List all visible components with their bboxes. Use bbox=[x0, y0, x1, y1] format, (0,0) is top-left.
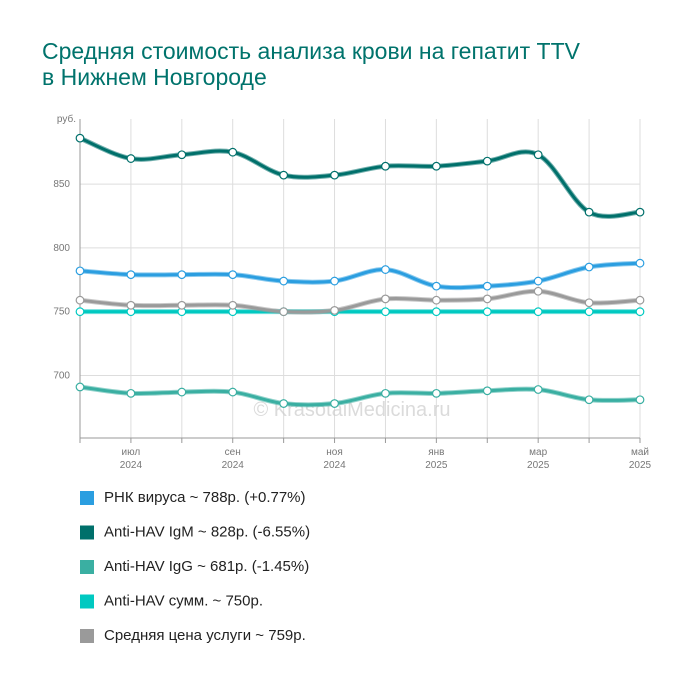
point bbox=[533, 150, 543, 160]
point bbox=[75, 307, 85, 317]
point bbox=[126, 300, 136, 310]
x-tick-year: 2024 bbox=[323, 460, 346, 471]
x-tick-year: 2024 bbox=[222, 460, 245, 471]
point bbox=[431, 388, 441, 398]
point bbox=[584, 307, 594, 317]
legend-label: Средняя цена услуги ~ 759р. bbox=[104, 627, 306, 644]
x-tick-month: мар bbox=[529, 447, 547, 458]
point bbox=[533, 307, 543, 317]
point bbox=[584, 262, 594, 272]
x-tick-year: 2025 bbox=[527, 460, 550, 471]
point bbox=[228, 147, 238, 157]
x-tick-month: июл bbox=[122, 447, 141, 458]
point bbox=[635, 258, 645, 268]
point bbox=[482, 386, 492, 396]
point bbox=[482, 281, 492, 291]
legend-swatch bbox=[80, 525, 94, 540]
point bbox=[381, 388, 390, 398]
line bbox=[79, 136, 641, 218]
point bbox=[126, 154, 136, 163]
point bbox=[228, 270, 238, 280]
y-tick-label: 750 bbox=[53, 307, 70, 318]
point bbox=[533, 286, 543, 296]
point bbox=[177, 387, 187, 397]
point bbox=[330, 306, 339, 315]
x-tick-month: май bbox=[631, 447, 649, 458]
point bbox=[635, 295, 645, 305]
point bbox=[381, 265, 390, 274]
legend-swatch bbox=[80, 491, 94, 505]
point bbox=[75, 295, 85, 305]
point bbox=[330, 399, 339, 408]
point bbox=[584, 207, 594, 217]
y-axis-label: руб. bbox=[57, 113, 76, 125]
point bbox=[228, 300, 238, 310]
point bbox=[177, 300, 187, 310]
x-tick-month: ноя bbox=[326, 447, 343, 458]
point bbox=[584, 395, 594, 405]
point bbox=[482, 156, 492, 166]
y-tick-label: 700 bbox=[53, 370, 70, 381]
line-shadow bbox=[79, 135, 641, 219]
point bbox=[126, 388, 136, 398]
point bbox=[177, 270, 187, 280]
point bbox=[279, 170, 289, 180]
line bbox=[79, 261, 641, 290]
point bbox=[381, 307, 390, 317]
point bbox=[75, 266, 85, 276]
point bbox=[533, 276, 543, 286]
point bbox=[279, 399, 289, 408]
point bbox=[279, 307, 289, 317]
point bbox=[75, 382, 85, 392]
point bbox=[381, 161, 390, 171]
point bbox=[126, 270, 136, 280]
legend-label: РНК вируса ~ 788р. (+0.77%) bbox=[104, 489, 306, 506]
x-tick-year: 2025 bbox=[425, 460, 448, 471]
point bbox=[279, 276, 289, 286]
point bbox=[431, 307, 441, 317]
legend-label: Anti-HAV IgG ~ 681р. (-1.45%) bbox=[104, 558, 309, 575]
point bbox=[75, 133, 85, 143]
point bbox=[431, 281, 441, 291]
point bbox=[228, 387, 238, 397]
x-tick-year: 2024 bbox=[120, 460, 143, 471]
point bbox=[635, 395, 645, 405]
point bbox=[381, 294, 390, 304]
point bbox=[431, 295, 441, 305]
x-tick-year: 2025 bbox=[629, 460, 652, 471]
legend-swatch bbox=[80, 629, 94, 643]
point bbox=[533, 385, 543, 394]
y-tick-label: 850 bbox=[53, 179, 70, 190]
legend-label: Anti-HAV сумм. ~ 750р. bbox=[104, 592, 263, 609]
y-tick-label: 800 bbox=[53, 243, 70, 254]
x-tick-month: сен bbox=[225, 447, 241, 458]
legend-swatch bbox=[80, 594, 94, 609]
point bbox=[584, 298, 594, 308]
legend-label: Anti-HAV IgM ~ 828р. (-6.55%) bbox=[104, 523, 310, 540]
point bbox=[330, 276, 339, 286]
point bbox=[177, 150, 187, 160]
point bbox=[330, 170, 339, 180]
point bbox=[482, 307, 492, 317]
point bbox=[482, 294, 492, 304]
point bbox=[635, 207, 645, 217]
x-tick-month: янв bbox=[428, 447, 444, 458]
point bbox=[635, 307, 645, 317]
point bbox=[431, 161, 441, 171]
chart-title: Средняя стоимость анализа крови на гепат… bbox=[42, 38, 580, 90]
legend-swatch bbox=[80, 560, 94, 574]
line bbox=[79, 289, 641, 314]
